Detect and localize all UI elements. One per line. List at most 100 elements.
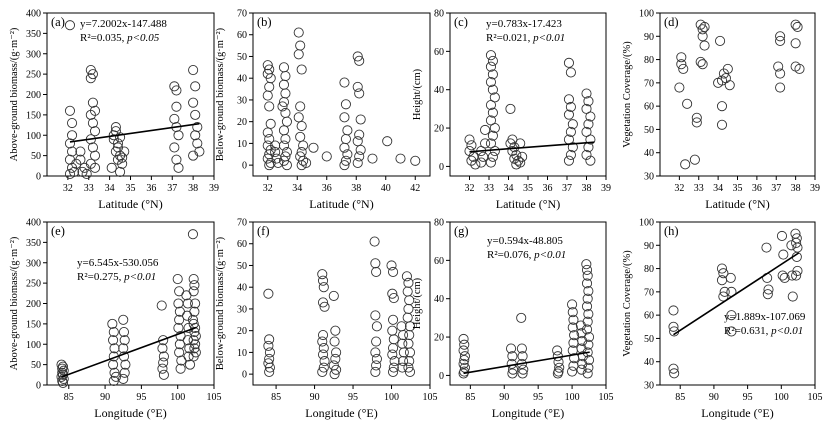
- x-tick-label: 100: [565, 392, 580, 403]
- data-point: [174, 339, 185, 350]
- regression-equation: y=6.545x-530.056: [77, 257, 159, 269]
- data-point: [487, 151, 498, 162]
- data-point: [263, 288, 274, 299]
- data-point: [317, 269, 328, 280]
- data-point: [777, 270, 788, 281]
- y-tick-label: 60: [237, 239, 247, 250]
- y-tick-label: 150: [26, 110, 41, 121]
- data-point: [173, 162, 184, 173]
- data-point: [697, 24, 708, 35]
- y-tick-label: 60: [644, 102, 654, 113]
- data-point: [89, 150, 101, 161]
- y-tick-label: 60: [644, 311, 654, 322]
- x-tick-label: 85: [675, 392, 685, 403]
- r-squared-label: R²=0.021, p<0.01: [486, 32, 565, 44]
- data-point: [485, 61, 497, 72]
- p-value: p<0.01: [123, 271, 156, 283]
- data-point: [318, 343, 329, 354]
- y-tick-label: 80: [434, 218, 444, 229]
- y-tick-label: 10: [237, 139, 247, 150]
- data-point: [404, 347, 416, 358]
- data-point: [569, 330, 580, 341]
- data-point: [330, 325, 341, 336]
- r-squared-value: R²=0.631,: [724, 325, 771, 337]
- data-point: [583, 332, 595, 343]
- data-point: [118, 326, 130, 338]
- data-point: [108, 335, 119, 346]
- data-point: [567, 299, 578, 310]
- data-point: [395, 153, 406, 164]
- y-tick-label: 250: [26, 279, 41, 290]
- data-point: [716, 119, 728, 130]
- data-point: [278, 125, 290, 136]
- data-point: [352, 157, 363, 169]
- data-point: [158, 351, 169, 362]
- x-tick-label: 105: [808, 392, 823, 403]
- data-point: [582, 293, 593, 304]
- data-point: [459, 339, 470, 350]
- data-point: [280, 134, 291, 145]
- data-point: [676, 59, 687, 70]
- data-point: [112, 138, 124, 149]
- data-point: [724, 80, 735, 91]
- panel-label: (b): [257, 15, 272, 29]
- y-axis-label: Height/(cm): [412, 277, 423, 329]
- regression-equation: y=0.783x-17.423: [486, 18, 562, 30]
- data-point: [293, 27, 304, 38]
- data-point: [695, 56, 706, 67]
- data-point: [582, 316, 593, 327]
- data-point: [458, 345, 469, 356]
- data-point: [56, 359, 67, 370]
- data-point: [190, 298, 201, 309]
- data-point: [791, 270, 802, 281]
- data-point: [181, 290, 192, 301]
- data-point: [188, 273, 199, 285]
- data-point: [480, 138, 491, 149]
- data-point: [489, 123, 500, 134]
- data-point: [388, 314, 399, 325]
- data-point: [565, 149, 576, 160]
- data-point: [317, 329, 329, 341]
- data-point: [189, 280, 200, 291]
- data-point: [110, 371, 122, 382]
- data-point: [786, 240, 797, 251]
- data-point: [691, 112, 702, 123]
- r-squared-value: R²=0.021,: [486, 32, 533, 44]
- data-point: [264, 101, 275, 112]
- y-tick-label: 100: [639, 9, 654, 20]
- regression-line: [673, 252, 800, 336]
- x-tick-label: 39: [601, 183, 611, 194]
- data-point: [505, 343, 517, 354]
- panel-label: (g): [454, 224, 469, 238]
- x-axis-label: Longitude (°E): [94, 406, 166, 420]
- y-tick-label: 30: [644, 381, 654, 392]
- y-tick-label: 0: [439, 371, 444, 382]
- data-point: [404, 366, 416, 378]
- data-point: [331, 347, 342, 358]
- x-tick-label: 39: [810, 183, 820, 194]
- y-tick-label: 0: [242, 161, 247, 172]
- data-point: [106, 162, 117, 173]
- data-point: [188, 150, 199, 161]
- panel-label: (a): [51, 15, 65, 29]
- data-point: [352, 136, 363, 147]
- y-axis-label: Above-ground biomass/(g·m⁻²): [9, 236, 20, 370]
- data-point: [108, 359, 119, 370]
- data-point: [295, 40, 306, 51]
- y-tick-label: 50: [644, 334, 654, 345]
- data-point: [568, 314, 579, 325]
- data-point: [117, 158, 128, 169]
- y-tick-label: 80: [644, 55, 654, 66]
- data-point: [173, 298, 184, 309]
- data-point: [173, 130, 184, 141]
- data-point: [187, 229, 198, 240]
- y-tick-label: 400: [26, 9, 41, 20]
- data-point: [330, 353, 341, 364]
- data-point: [295, 131, 306, 142]
- data-point: [485, 50, 497, 61]
- data-point: [398, 356, 409, 367]
- data-point: [668, 305, 679, 316]
- data-point: [301, 157, 312, 169]
- plot-frame: [659, 12, 816, 177]
